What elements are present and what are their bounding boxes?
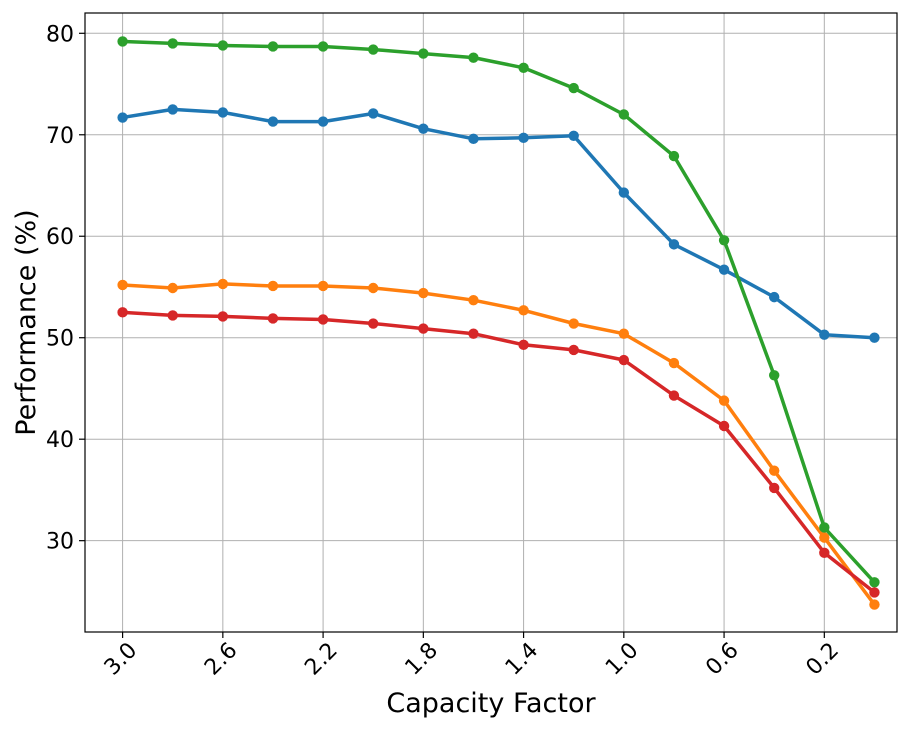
series-green	[117, 36, 880, 588]
data-point	[869, 577, 880, 588]
data-point	[117, 36, 128, 47]
data-point	[618, 328, 630, 339]
data-point	[618, 109, 630, 120]
series-line-orange	[120, 282, 877, 607]
data-point	[368, 282, 379, 294]
y-axis-label: Performance (%)	[11, 209, 42, 435]
data-point	[267, 313, 279, 324]
data-point	[317, 41, 329, 52]
x-tick-label: 1.0	[601, 638, 643, 680]
data-point	[819, 329, 830, 340]
data-point	[217, 311, 229, 322]
data-point	[869, 587, 880, 598]
y-tick-label: 70	[46, 124, 74, 149]
data-point	[217, 278, 229, 290]
data-point	[468, 52, 479, 63]
data-point	[368, 108, 379, 119]
data-point	[618, 354, 630, 366]
grid	[85, 13, 897, 632]
data-point	[568, 318, 579, 329]
data-point	[468, 328, 479, 339]
data-point	[768, 482, 780, 494]
data-point	[718, 395, 730, 406]
data-point	[368, 44, 379, 55]
data-point	[768, 291, 780, 303]
data-point	[468, 133, 479, 145]
series-lines	[117, 36, 880, 610]
data-point	[267, 280, 279, 292]
data-point	[568, 82, 579, 94]
data-point	[819, 522, 830, 533]
x-axis-label: Capacity Factor	[386, 688, 596, 719]
data-point	[167, 38, 178, 49]
data-point	[117, 112, 128, 123]
data-point	[668, 390, 680, 401]
data-point	[418, 48, 429, 59]
x-tick-label: 3.0	[100, 638, 142, 680]
data-point	[668, 239, 680, 250]
x-tick-label: 2.6	[200, 638, 242, 680]
data-point	[869, 599, 880, 610]
y-tick-label: 50	[46, 327, 74, 352]
x-tick-label: 0.6	[701, 638, 743, 680]
data-point	[217, 40, 229, 51]
series-line-red	[120, 310, 877, 595]
data-point	[418, 323, 429, 334]
data-point	[568, 130, 579, 141]
data-point	[768, 465, 780, 476]
data-point	[718, 420, 730, 432]
data-point	[668, 357, 680, 369]
data-point	[317, 116, 329, 127]
x-tick-label: 1.4	[501, 638, 543, 680]
y-tick-label: 30	[46, 530, 74, 555]
series-line-blue	[120, 107, 877, 340]
data-point	[568, 344, 579, 356]
data-point	[167, 104, 178, 115]
data-point	[518, 62, 529, 73]
data-point	[468, 294, 479, 306]
data-point	[267, 116, 279, 127]
data-point	[819, 532, 830, 543]
data-point	[618, 187, 630, 198]
data-point	[869, 332, 880, 343]
x-tick-label: 1.8	[401, 638, 443, 680]
data-point	[518, 305, 529, 316]
x-tick-label: 0.2	[802, 638, 844, 680]
data-point	[418, 287, 429, 299]
data-point	[768, 370, 780, 381]
data-point	[117, 307, 128, 318]
data-point	[267, 41, 279, 52]
data-point	[718, 235, 730, 246]
series-blue	[117, 104, 880, 343]
data-point	[317, 280, 329, 292]
data-point	[418, 123, 429, 134]
data-point	[117, 279, 128, 291]
series-line-green	[120, 39, 877, 585]
data-point	[217, 107, 229, 118]
x-tick-label: 2.2	[300, 638, 342, 680]
data-point	[518, 132, 529, 144]
y-tick-label: 60	[46, 225, 74, 250]
series-red	[117, 307, 880, 598]
data-point	[518, 339, 529, 351]
data-point	[668, 150, 680, 162]
data-point	[718, 264, 730, 275]
plot-frame	[84, 12, 898, 633]
data-point	[317, 314, 329, 325]
series-orange	[117, 278, 880, 610]
y-tick-label: 40	[46, 428, 74, 453]
y-tick-label: 80	[46, 22, 74, 47]
data-point	[167, 282, 178, 294]
data-point	[819, 547, 830, 559]
data-point	[368, 318, 379, 329]
data-point	[167, 310, 178, 321]
